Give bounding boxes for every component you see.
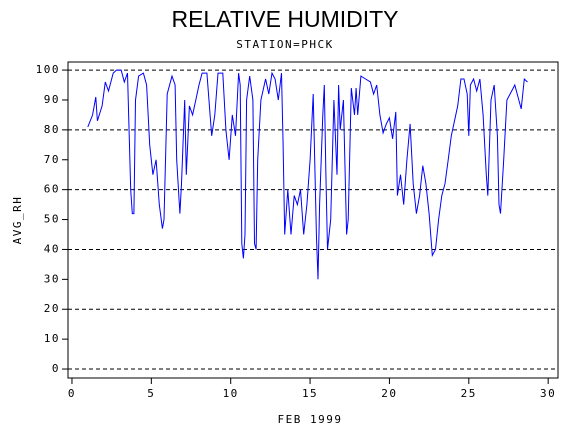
y-tick-label: 100: [36, 63, 60, 76]
x-tick-label: 0: [68, 387, 76, 400]
y-tick-label: 60: [44, 183, 60, 196]
y-axis-label: AVG_RH: [11, 196, 24, 245]
line-series: [87, 69, 528, 280]
y-tick-label: 40: [44, 242, 60, 255]
x-tick-label: 25: [461, 387, 477, 400]
y-tick-label: 80: [44, 123, 60, 136]
y-tick-label: 70: [44, 153, 60, 166]
plot-frame: [67, 61, 559, 379]
x-tick-label: 20: [381, 387, 397, 400]
y-tick-label: 20: [44, 302, 60, 315]
y-tick-label: 50: [44, 213, 60, 226]
x-tick-label: 10: [223, 387, 239, 400]
x-axis-label: FEB 1999: [278, 413, 343, 426]
x-tick-label: 30: [540, 387, 556, 400]
y-tick-label: 90: [44, 93, 60, 106]
x-tick-label: 5: [147, 387, 155, 400]
chart-title: RELATIVE HUMIDITY: [171, 6, 398, 32]
y-tick-label: 10: [44, 332, 60, 345]
y-tick-label: 30: [44, 272, 60, 285]
chart-subtitle: STATION=PHCK: [236, 38, 333, 51]
x-tick-label: 15: [302, 387, 318, 400]
y-tick-label: 0: [52, 362, 60, 375]
